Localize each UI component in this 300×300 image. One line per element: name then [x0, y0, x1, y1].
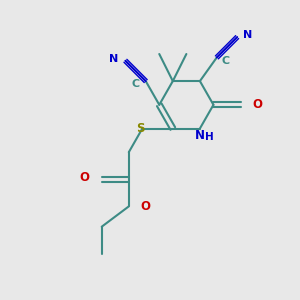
- Text: H: H: [205, 132, 214, 142]
- Text: C: C: [222, 56, 230, 66]
- Text: O: O: [252, 98, 262, 111]
- Text: N: N: [109, 54, 118, 64]
- Text: C: C: [131, 80, 140, 89]
- Text: S: S: [136, 122, 145, 135]
- Text: N: N: [195, 128, 205, 142]
- Text: N: N: [243, 30, 253, 40]
- Text: O: O: [80, 171, 90, 184]
- Text: O: O: [141, 200, 151, 213]
